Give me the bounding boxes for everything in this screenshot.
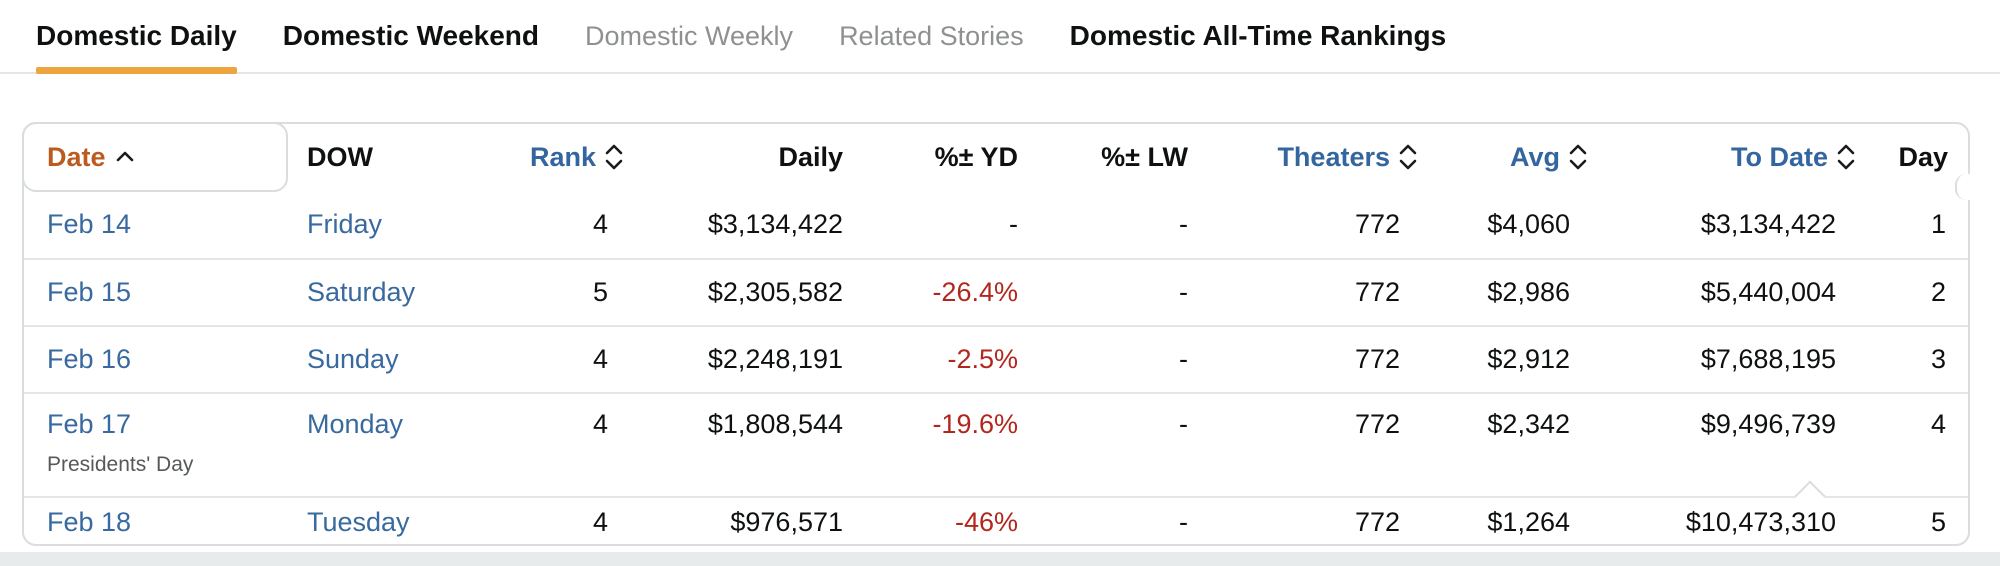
column-label: Rank [529,141,596,172]
cell-to-date: $3,134,422 [1700,208,1836,239]
column-header-avg[interactable]: Avg [1426,124,1596,190]
sort-ascending-icon [114,148,136,166]
cell-daily: $1,808,544 [707,409,843,439]
page-background-band [0,552,2000,566]
column-label: Avg [1509,141,1560,172]
cell-pct-yd: -46% [954,506,1018,537]
cell-pct-lw: - [1179,506,1188,537]
column-label: Date [47,141,106,172]
sort-toggle-icon [1568,141,1588,173]
cell-theaters: 772 [1354,208,1400,239]
column-header-dow: DOW [286,124,476,190]
cell-pct-lw: - [1179,344,1188,374]
cell-avg: $1,264 [1487,506,1570,537]
cell-theaters: 772 [1354,409,1400,439]
column-label: Day [1898,141,1948,172]
column-header-date[interactable]: Date [24,124,286,190]
cell-daily: $2,248,191 [707,344,843,374]
border-notch [1955,174,1970,200]
cell-theaters: 772 [1354,344,1400,374]
cell-day: 1 [1930,208,1946,239]
cell-theaters: 772 [1354,506,1400,537]
date-link[interactable]: Feb 14 [47,208,132,239]
date-link[interactable]: Feb 18 [47,506,132,537]
cell-day: 3 [1930,344,1946,374]
cell-theaters: 772 [1354,277,1400,307]
cell-pct-yd: -2.5% [947,344,1018,374]
column-label: %± YD [934,141,1018,172]
daily-grosses-table: Date DOW Rank Daily %± YD %± LW [22,122,1970,546]
dow-link[interactable]: Sunday [307,344,399,374]
table-row: Feb 18 Tuesday 4 $976,571 -46% - 772 $1,… [24,496,1968,546]
cell-pct-lw: - [1179,208,1188,239]
dow-link[interactable]: Friday [307,208,383,239]
holiday-note: Presidents' Day [47,453,194,476]
cell-day: 4 [1930,409,1946,439]
column-header-theaters[interactable]: Theaters [1196,124,1426,190]
cell-avg: $2,342 [1487,409,1570,439]
tab-domestic-weekly: Domestic Weekly [585,20,794,51]
table-row: Feb 16 Sunday 4 $2,248,191 -2.5% - 772 $… [24,325,1968,392]
cell-rank: 4 [592,208,608,239]
table-row: Feb 15 Saturday 5 $2,305,582 -26.4% - 77… [24,258,1968,325]
sort-toggle-icon [1836,141,1856,173]
cell-pct-yd: -26.4% [932,277,1018,307]
cell-avg: $4,060 [1487,208,1570,239]
column-header-pct-yd: %± YD [851,124,1026,190]
column-header-to-date[interactable]: To Date [1596,124,1864,190]
column-header-pct-lw: %± LW [1026,124,1196,190]
date-link[interactable]: Feb 15 [47,277,132,307]
section-tabbar: Domestic Daily Domestic Weekend Domestic… [0,0,2000,74]
cell-daily: $2,305,582 [707,277,843,307]
tab-domestic-all-time-rankings[interactable]: Domestic All-Time Rankings [1069,20,1447,51]
cell-avg: $2,986 [1487,277,1570,307]
dow-link[interactable]: Saturday [307,277,416,307]
cell-rank: 5 [592,277,608,307]
sort-toggle-icon [1398,141,1418,173]
cell-daily: $3,134,422 [707,208,843,239]
cell-day: 2 [1930,277,1946,307]
cell-day: 5 [1930,506,1946,537]
cell-rank: 4 [592,344,608,374]
cell-pct-lw: - [1179,409,1188,439]
cell-to-date: $9,496,739 [1700,409,1836,439]
dow-link[interactable]: Tuesday [307,506,410,537]
date-link[interactable]: Feb 16 [47,344,132,374]
cell-to-date: $10,473,310 [1685,506,1836,537]
table-header-row: Date DOW Rank Daily %± YD %± LW [24,124,1968,190]
cell-daily: $976,571 [730,506,843,537]
column-label: %± LW [1101,141,1188,172]
cell-avg: $2,912 [1487,344,1570,374]
sort-toggle-icon [604,141,624,173]
dow-link[interactable]: Monday [307,409,404,439]
column-label: Daily [778,141,843,172]
cell-rank: 4 [592,506,608,537]
tab-domestic-weekend[interactable]: Domestic Weekend [282,20,539,51]
table-body: Feb 14 Friday 4 $3,134,422 - - 772 $4,06… [24,190,1968,546]
column-label: Theaters [1277,141,1390,172]
column-label: To Date [1730,141,1828,172]
cell-to-date: $7,688,195 [1700,344,1836,374]
cell-pct-lw: - [1179,277,1188,307]
cell-pct-yd: - [1009,208,1018,239]
column-header-day: Day [1864,124,1968,190]
tab-related-stories: Related Stories [839,20,1024,51]
table-row: Feb 17 Presidents' Day Monday 4 $1,808,5… [24,392,1968,496]
date-link[interactable]: Feb 17 [47,409,132,439]
tab-domestic-daily[interactable]: Domestic Daily [36,0,237,74]
cell-rank: 4 [592,409,608,439]
cell-to-date: $5,440,004 [1700,277,1836,307]
column-label: DOW [307,141,373,172]
table-row: Feb 14 Friday 4 $3,134,422 - - 772 $4,06… [24,190,1968,258]
column-header-daily: Daily [636,124,851,190]
column-header-rank[interactable]: Rank [476,124,636,190]
cell-pct-yd: -19.6% [932,409,1018,439]
